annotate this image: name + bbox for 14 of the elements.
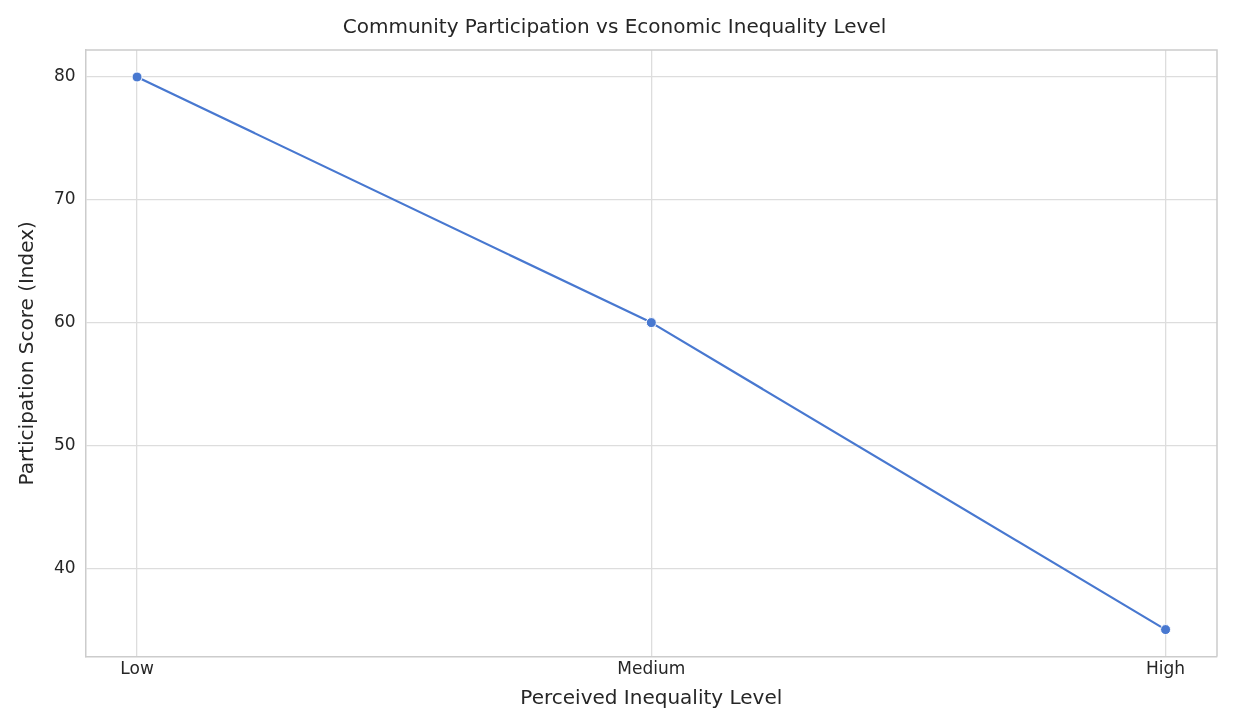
point (1160, 624, 1172, 636)
x-axis-title: Perceived Inequality Level (520, 685, 783, 710)
point (131, 71, 143, 83)
x-tick-label: Low (120, 658, 154, 679)
x-tick-label: Medium (617, 658, 686, 679)
x-tick-label: High (1146, 658, 1186, 679)
y-tick-label: 40 (53, 556, 76, 577)
point (645, 317, 657, 329)
y-tick-label: 80 (53, 65, 76, 86)
chart-title: Community Participation vs Economic Inequality Level (342, 14, 887, 39)
y-axis-title: Participation Score (Index) (14, 221, 39, 486)
y-tick-label: 70 (53, 188, 76, 209)
y-tick-label: 60 (53, 311, 76, 332)
y-tick-label: 50 (53, 433, 76, 454)
